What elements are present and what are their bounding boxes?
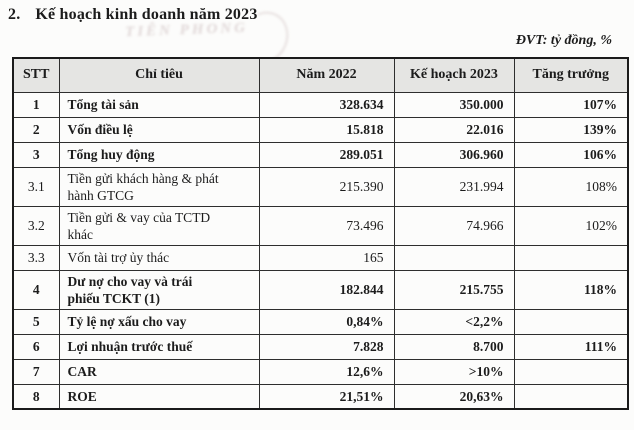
cell-y2022: 21,51% [258,383,395,410]
cell-label: Tổng huy động [58,141,260,168]
column-header-ke-hoach-2023: Kế hoạch 2023 [393,57,515,93]
table-row: 2 Vốn điều lệ 15.818 22.016 139% [12,116,629,143]
cell-y2022: 289.051 [258,141,395,168]
cell-growth [513,383,629,410]
cell-y2022: 7.828 [258,333,395,360]
cell-y2022: 0,84% [258,308,395,335]
table-body: 1 Tổng tài sản 328.634 350.000 107% 2 Vốn điều… [12,91,629,410]
cell-plan2023: >10% [393,358,515,385]
table-row: 6 Lợi nhuận trước thuế 7.828 8.700 111% [12,333,629,360]
cell-plan2023: 350.000 [393,91,515,118]
cell-growth [513,358,629,385]
column-header-stt: STT [12,57,60,93]
cell-plan2023: 20,63% [393,383,515,410]
table-row: 3.3 Vốn tài trợ ủy thác 165 [12,244,629,271]
cell-plan2023: 22.016 [393,116,515,143]
cell-y2022: 15.818 [258,116,395,143]
cell-stt: 1 [12,91,60,118]
cell-label: Vốn tài trợ ủy thác [58,244,260,271]
cell-label: Tổng tài sản [58,91,260,118]
table-row: 3.2 Tiền gửi & vay của TCTD khác 73.496 74.… [12,205,629,246]
cell-stt: 3 [12,141,60,168]
cell-label: Vốn điều lệ [58,116,260,143]
unit-note: ĐVT: tỷ đồng, % [515,33,612,48]
cell-stt: 3.2 [12,205,60,246]
cell-growth: 118% [513,269,629,310]
cell-y2022: 73.496 [258,205,395,246]
cell-y2022: 182.844 [258,269,395,310]
section-number: 2. [8,6,21,23]
cell-growth: 107% [513,91,629,118]
cell-y2022: 328.634 [258,91,395,118]
cell-stt: 3.3 [12,244,60,271]
table-row: 1 Tổng tài sản 328.634 350.000 107% [12,91,629,118]
cell-stt: 8 [12,383,60,410]
cell-label: Lợi nhuận trước thuế [58,333,260,360]
section-title: 2. Kế hoạch kinh doanh năm 2023 [8,6,258,24]
cell-label: Dư nợ cho vay và trái phiếu TCKT (1) [58,269,260,310]
cell-plan2023 [393,244,515,271]
table-row: 4 Dư nợ cho vay và trái phiếu TCKT (1) 182… [12,269,629,310]
cell-stt: 6 [12,333,60,360]
table-row: 3 Tổng huy động 289.051 306.960 106% [12,141,629,168]
cell-plan2023: 8.700 [393,333,515,360]
cell-label: Tỷ lệ nợ xấu cho vay [58,308,260,335]
cell-stt: 4 [12,269,60,310]
cell-growth: 139% [513,116,629,143]
plan-table: STT Chỉ tiêu Năm 2022 Kế hoạch 2023 Tăng trư… [12,57,629,410]
cell-stt: 7 [12,358,60,385]
cell-growth [513,308,629,335]
column-header-tang-truong: Tăng trưởng [513,57,629,93]
cell-y2022: 12,6% [258,358,395,385]
cell-plan2023: 215.755 [393,269,515,310]
cell-y2022: 215.390 [258,166,395,207]
cell-label: CAR [58,358,260,385]
column-header-chi-tieu: Chỉ tiêu [58,57,260,93]
table-row: 8 ROE 21,51% 20,63% [12,383,629,410]
cell-plan2023: 306.960 [393,141,515,168]
cell-stt: 2 [12,116,60,143]
cell-plan2023: <2,2% [393,308,515,335]
table-row: 7 CAR 12,6% >10% [12,358,629,385]
cell-y2022: 165 [258,244,395,271]
cell-plan2023: 74.966 [393,205,515,246]
cell-label: Tiền gửi khách hàng & phát hành GTCG [58,166,260,207]
cell-growth: 102% [513,205,629,246]
table-row: 3.1 Tiền gửi khách hàng & phát hành GTCG 2… [12,166,629,207]
column-header-nam-2022: Năm 2022 [258,57,395,93]
cell-label: ROE [58,383,260,410]
cell-plan2023: 231.994 [393,166,515,207]
cell-label: Tiền gửi & vay của TCTD khác [58,205,260,246]
section-title-text: Kế hoạch kinh doanh năm 2023 [35,6,258,23]
cell-growth [513,244,629,271]
cell-stt: 5 [12,308,60,335]
cell-growth: 111% [513,333,629,360]
cell-growth: 108% [513,166,629,207]
table-row: 5 Tỷ lệ nợ xấu cho vay 0,84% <2,2% [12,308,629,335]
cell-stt: 3.1 [12,166,60,207]
cell-growth: 106% [513,141,629,168]
table-header-row: STT Chỉ tiêu Năm 2022 Kế hoạch 2023 Tăng trư… [12,57,629,93]
